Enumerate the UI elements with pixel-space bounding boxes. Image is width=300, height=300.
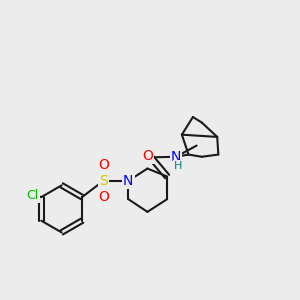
Text: O: O (142, 149, 153, 163)
Text: H: H (174, 161, 182, 171)
Text: O: O (98, 158, 109, 172)
Text: O: O (98, 190, 109, 204)
Text: N: N (123, 174, 134, 188)
Text: N: N (171, 150, 181, 164)
Text: Cl: Cl (26, 189, 39, 202)
Text: S: S (99, 174, 108, 188)
